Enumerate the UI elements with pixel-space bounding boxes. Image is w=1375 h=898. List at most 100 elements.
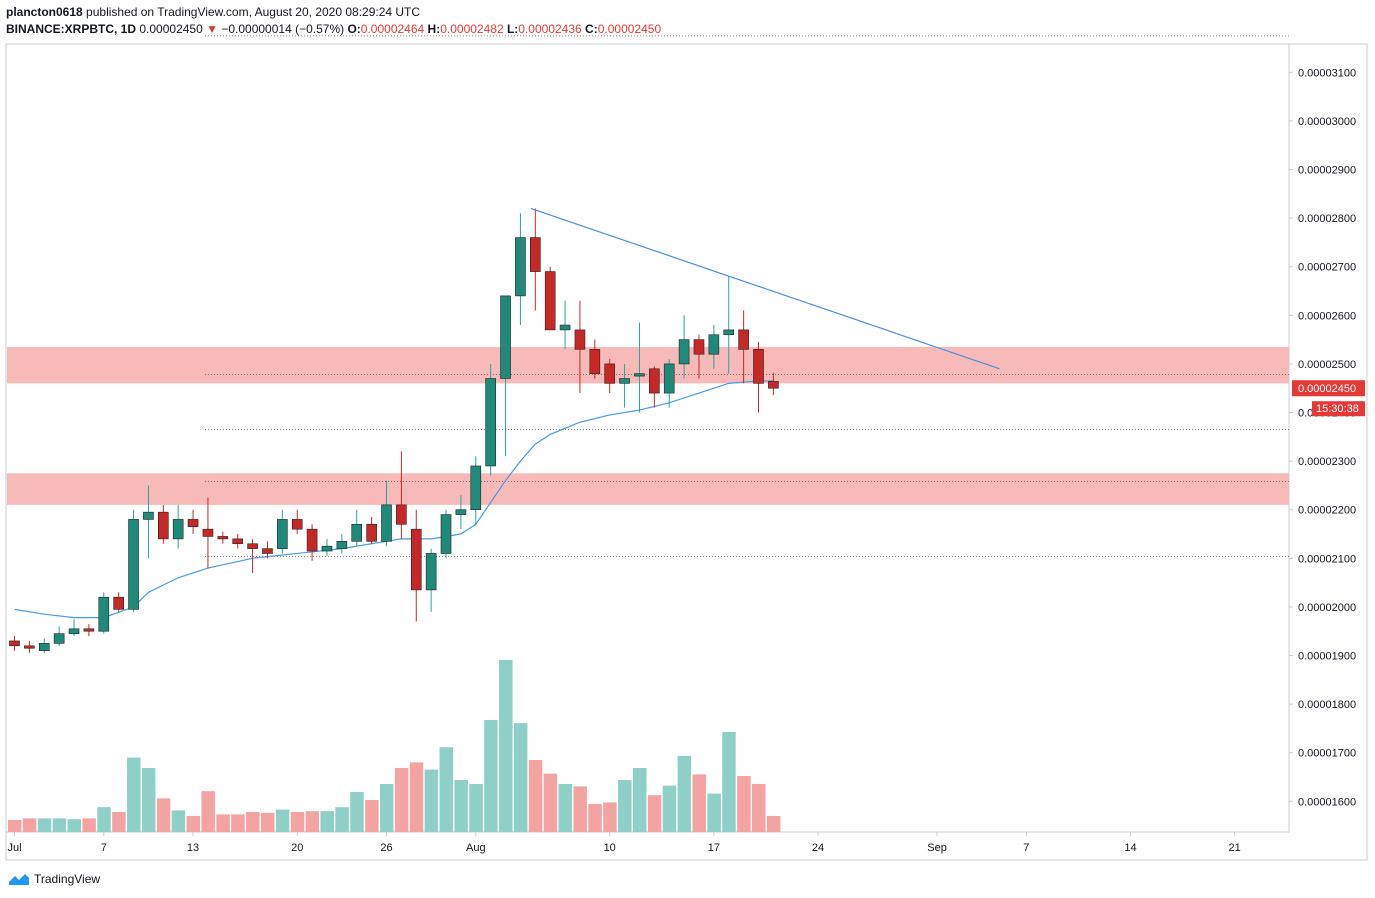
publish-info: plancton0618 published on TradingView.co… bbox=[6, 5, 420, 19]
time-tick-label-1: 7 bbox=[101, 842, 107, 854]
volume-bar-12 bbox=[186, 816, 201, 832]
candle-body-18 bbox=[277, 519, 288, 549]
volume-bar-28 bbox=[424, 769, 439, 832]
candle-body-27 bbox=[410, 528, 422, 591]
candle-body-9 bbox=[143, 511, 154, 520]
candle-body-12 bbox=[187, 519, 199, 528]
candle-body-48 bbox=[723, 329, 735, 336]
candle-body-4 bbox=[68, 628, 80, 634]
candle-body-51 bbox=[768, 381, 779, 389]
candle-body-17 bbox=[262, 548, 273, 554]
candle-body-49 bbox=[738, 329, 749, 350]
volume-bar-39 bbox=[588, 804, 602, 832]
volume-bar-45 bbox=[677, 756, 692, 832]
candle-body-47 bbox=[708, 334, 720, 355]
price-tick-label-14: 0.00001700 bbox=[1298, 748, 1356, 760]
price-tick-label-2: 0.00002900 bbox=[1298, 165, 1356, 177]
low-label: L: bbox=[506, 22, 519, 36]
price-change: −0.00000014 (−0.57%) bbox=[221, 22, 345, 36]
close-label: C: bbox=[585, 22, 598, 36]
candle-body-39 bbox=[589, 349, 601, 374]
candle-body-32 bbox=[485, 378, 496, 467]
low-value: 0.00002436 bbox=[518, 22, 582, 36]
volume-bar-41 bbox=[618, 780, 632, 832]
author-name[interactable]: plancton0618 bbox=[6, 5, 83, 19]
volume-bar-42 bbox=[632, 768, 647, 832]
candle-body-46 bbox=[693, 339, 705, 355]
symbol-legend: BINANCE:XRPBTC, 1D 0.00002450 ▼ −0.00000… bbox=[6, 22, 661, 36]
volume-bar-2 bbox=[37, 818, 52, 832]
volume-bar-47 bbox=[707, 793, 721, 832]
trend-line bbox=[530, 207, 1000, 370]
time-tick-label-6: 10 bbox=[604, 842, 616, 854]
candle-body-16 bbox=[247, 543, 258, 549]
candle-body-2 bbox=[38, 643, 50, 651]
time-tick-label-12: 21 bbox=[1229, 842, 1241, 854]
price-tick-label-10: 0.00002100 bbox=[1298, 553, 1356, 565]
candle-body-23 bbox=[351, 523, 363, 542]
time-tick-label-3: 20 bbox=[291, 842, 303, 854]
volume-bar-24 bbox=[365, 800, 379, 832]
price-tick-label-13: 0.00001800 bbox=[1298, 699, 1356, 711]
volume-bar-37 bbox=[558, 784, 573, 832]
volume-bar-22 bbox=[335, 807, 349, 832]
volume-bar-51 bbox=[766, 816, 781, 832]
candle-body-44 bbox=[663, 363, 675, 394]
volume-bar-18 bbox=[275, 809, 290, 832]
volume-bar-35 bbox=[528, 760, 543, 832]
candle-body-31 bbox=[470, 465, 482, 511]
volume-bar-8 bbox=[127, 757, 141, 832]
time-tick-label-2: 13 bbox=[187, 842, 199, 854]
candle-body-3 bbox=[53, 633, 65, 644]
candle-body-34 bbox=[515, 237, 526, 297]
price-tick-label-0: 0.00003100 bbox=[1298, 67, 1356, 79]
volume-bar-21 bbox=[320, 811, 334, 832]
time-tick-label-5: Aug bbox=[466, 842, 486, 854]
candle-body-50 bbox=[753, 349, 764, 384]
volume-bar-50 bbox=[752, 784, 766, 832]
volume-bar-46 bbox=[692, 774, 706, 832]
volume-bar-9 bbox=[141, 768, 156, 832]
candle-body-45 bbox=[678, 339, 690, 365]
candle-body-36 bbox=[544, 271, 556, 331]
down-arrow-icon: ▼ bbox=[206, 22, 218, 36]
candle-body-21 bbox=[321, 545, 333, 552]
symbol-name[interactable]: BINANCE:XRPBTC, 1D bbox=[6, 22, 137, 36]
high-value: 0.00002482 bbox=[440, 22, 504, 36]
volume-bar-15 bbox=[231, 814, 245, 832]
resistance-zone-0 bbox=[7, 346, 1289, 384]
open-label: O: bbox=[347, 22, 361, 36]
candle-body-42 bbox=[634, 373, 645, 377]
time-tick-label-7: 17 bbox=[708, 842, 720, 854]
volume-bar-5 bbox=[82, 818, 96, 832]
candle-body-43 bbox=[649, 368, 660, 394]
time-tick-label-4: 26 bbox=[380, 842, 392, 854]
candle-body-13 bbox=[202, 528, 214, 537]
candle-body-10 bbox=[158, 511, 169, 540]
volume-bar-31 bbox=[469, 784, 483, 832]
high-label: H: bbox=[427, 22, 441, 36]
time-tick-label-11: 14 bbox=[1124, 842, 1136, 854]
candle-body-11 bbox=[172, 519, 184, 540]
volume-bar-6 bbox=[97, 807, 111, 832]
price-tick-label-8: 0.00002300 bbox=[1298, 456, 1356, 468]
candle-body-30 bbox=[455, 509, 467, 515]
footer-brand[interactable]: TradingView bbox=[8, 872, 100, 886]
plot-frame bbox=[5, 43, 1290, 833]
open-value: 0.00002464 bbox=[360, 22, 425, 36]
candle-body-33 bbox=[500, 295, 511, 379]
volume-bar-29 bbox=[439, 747, 454, 832]
time-tick-label-10: 7 bbox=[1023, 842, 1029, 854]
candle-body-35 bbox=[529, 237, 541, 272]
countdown-tag bbox=[1312, 401, 1365, 417]
volume-bar-32 bbox=[484, 720, 498, 832]
price-tick-label-6: 0.00002500 bbox=[1298, 359, 1356, 371]
time-tick-label-8: 24 bbox=[812, 842, 824, 854]
candle-body-7 bbox=[113, 596, 124, 610]
candle-body-40 bbox=[604, 363, 616, 384]
moving-average-line bbox=[14, 380, 774, 619]
volume-bar-43 bbox=[647, 795, 662, 832]
volume-bar-48 bbox=[722, 732, 736, 832]
candle-body-38 bbox=[574, 329, 586, 350]
